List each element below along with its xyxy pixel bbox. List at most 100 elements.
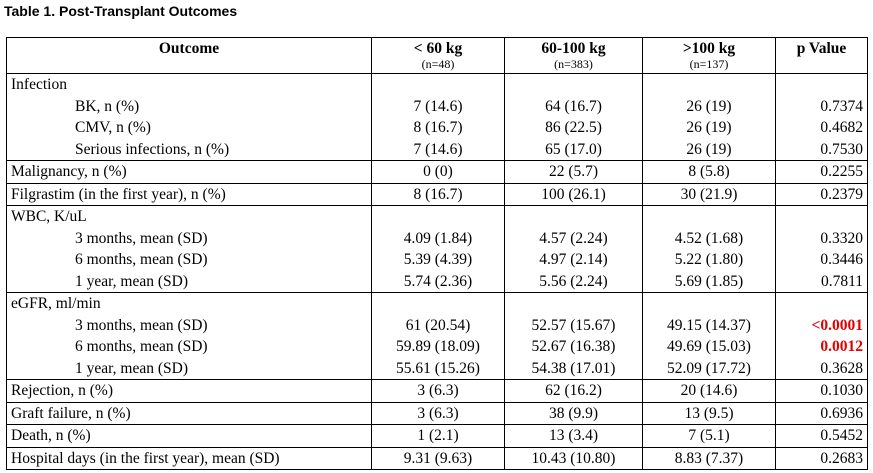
cell-over-100: 5.69 (1.85) [642, 270, 776, 293]
row-label: 3 months, mean (SD) [6, 314, 372, 336]
cell-under-60: 55.61 (15.26) [371, 357, 505, 380]
table-row: 6 months, mean (SD) 5.39 (4.39) 4.97 (2.… [6, 249, 868, 271]
cell-p-value: 0.1030 [775, 379, 868, 403]
header-under-60: < 60 kg (n=48) [371, 37, 505, 74]
row-label: Serious infections, n (%) [6, 138, 372, 161]
cell-under-60: 7 (14.6) [371, 138, 505, 161]
cell-60-100: 5.56 (2.24) [504, 270, 643, 293]
table-row: eGFR, ml/min [6, 292, 868, 315]
table-caption: Table 1. Post-Transplant Outcomes [4, 3, 238, 19]
row-label: Death, n (%) [6, 424, 372, 448]
cell-p-value: 0.3446 [775, 249, 868, 271]
cell-p-value: 0.6936 [775, 402, 868, 425]
cell-over-100: 30 (21.9) [642, 183, 776, 206]
cell-under-60: 9.31 (9.63) [371, 447, 505, 470]
cell-60-100: 10.43 (10.80) [504, 447, 643, 470]
cell-60-100: 52.67 (16.38) [504, 336, 643, 358]
cell-under-60: 0 (0) [371, 160, 505, 184]
row-label: WBC, K/uL [6, 205, 372, 228]
cell-p-value-significant: <0.0001 [775, 314, 868, 336]
cell-over-100: 49.15 (14.37) [642, 314, 776, 336]
header-p-value: p Value [775, 37, 868, 74]
cell-under-60: 8 (16.7) [371, 183, 505, 206]
cell-60-100: 64 (16.7) [504, 95, 643, 117]
table-row: 3 months, mean (SD) 61 (20.54) 52.57 (15… [6, 314, 868, 336]
row-label: eGFR, ml/min [6, 292, 372, 315]
cell-60-100: 13 (3.4) [504, 424, 643, 448]
cell-over-100: 7 (5.1) [642, 424, 776, 448]
cell-p-value: 0.7374 [775, 95, 868, 117]
cell-under-60: 8 (16.7) [371, 117, 505, 139]
table-row: Serious infections, n (%) 7 (14.6) 65 (1… [6, 138, 868, 161]
cell-p-value: 0.7530 [775, 138, 868, 161]
header-row: Outcome < 60 kg (n=48) 60-100 kg (n=383) >… [6, 37, 868, 74]
cell-60-100: 65 (17.0) [504, 138, 643, 161]
table-row: Rejection, n (%) 3 (6.3) 62 (16.2) 20 (1… [6, 379, 868, 403]
cell-60-100: 22 (5.7) [504, 160, 643, 184]
cell-p-value: 0.7811 [775, 270, 868, 293]
cell-over-100: 5.22 (1.80) [642, 249, 776, 271]
cell-p-value: 0.2379 [775, 183, 868, 206]
table-row: Hospital days (in the first year), mean … [6, 447, 868, 470]
header-over-100: >100 kg (n=137) [642, 37, 776, 74]
cell-60-100: 62 (16.2) [504, 379, 643, 403]
cell-under-60: 59.89 (18.09) [371, 336, 505, 358]
cell-over-100: 26 (19) [642, 117, 776, 139]
table-row: Infection [6, 73, 868, 96]
row-label: Infection [6, 73, 372, 96]
row-label: Malignancy, n (%) [6, 160, 372, 184]
row-label: BK, n (%) [6, 95, 372, 117]
cell-under-60: 4.09 (1.84) [371, 227, 505, 249]
table-row: BK, n (%) 7 (14.6) 64 (16.7) 26 (19) 0.7… [6, 95, 868, 117]
table-row: 6 months, mean (SD) 59.89 (18.09) 52.67 … [6, 336, 868, 358]
cell-over-100: 8.83 (7.37) [642, 447, 776, 470]
cell-p-value-significant: 0.0012 [775, 336, 868, 358]
cell-60-100: 54.38 (17.01) [504, 357, 643, 380]
row-label: 3 months, mean (SD) [6, 227, 372, 249]
cell-under-60: 1 (2.1) [371, 424, 505, 448]
cell-under-60: 3 (6.3) [371, 379, 505, 403]
cell-p-value: 0.3320 [775, 227, 868, 249]
table-row: Malignancy, n (%) 0 (0) 22 (5.7) 8 (5.8)… [6, 160, 868, 184]
cell-over-100: 20 (14.6) [642, 379, 776, 403]
header-60-100: 60-100 kg (n=383) [504, 37, 643, 74]
cell-over-100: 52.09 (17.72) [642, 357, 776, 380]
cell-over-100: 26 (19) [642, 95, 776, 117]
row-label: 6 months, mean (SD) [6, 336, 372, 358]
row-label: 6 months, mean (SD) [6, 249, 372, 271]
table-row: Death, n (%) 1 (2.1) 13 (3.4) 7 (5.1) 0.… [6, 424, 868, 448]
table-row: CMV, n (%) 8 (16.7) 86 (22.5) 26 (19) 0.… [6, 117, 868, 139]
cell-60-100: 38 (9.9) [504, 402, 643, 425]
row-label: 1 year, mean (SD) [6, 357, 372, 380]
cell-under-60: 7 (14.6) [371, 95, 505, 117]
row-label: 1 year, mean (SD) [6, 270, 372, 293]
cell-60-100: 4.97 (2.14) [504, 249, 643, 271]
row-label: Filgrastim (in the first year), n (%) [6, 183, 372, 206]
cell-60-100: 100 (26.1) [504, 183, 643, 206]
cell-over-100: 13 (9.5) [642, 402, 776, 425]
cell-under-60: 61 (20.54) [371, 314, 505, 336]
table-row: WBC, K/uL [6, 205, 868, 228]
cell-p-value: 0.5452 [775, 424, 868, 448]
table-row: 1 year, mean (SD) 5.74 (2.36) 5.56 (2.24… [6, 270, 868, 293]
row-label: Hospital days (in the first year), mean … [6, 447, 372, 470]
cell-p-value: 0.2255 [775, 160, 868, 184]
table-row: Filgrastim (in the first year), n (%) 8 … [6, 183, 868, 206]
cell-over-100: 49.69 (15.03) [642, 336, 776, 358]
cell-60-100: 4.57 (2.24) [504, 227, 643, 249]
cell-under-60: 5.39 (4.39) [371, 249, 505, 271]
row-label: Rejection, n (%) [6, 379, 372, 403]
table-row: 1 year, mean (SD) 55.61 (15.26) 54.38 (1… [6, 357, 868, 380]
header-under-60-n: (n=48) [421, 57, 455, 71]
cell-over-100: 8 (5.8) [642, 160, 776, 184]
table-row: 3 months, mean (SD) 4.09 (1.84) 4.57 (2.… [6, 227, 868, 249]
header-over-100-n: (n=137) [689, 57, 729, 71]
table-row: Graft failure, n (%) 3 (6.3) 38 (9.9) 13… [6, 402, 868, 425]
cell-p-value: 0.3628 [775, 357, 868, 380]
header-60-100-n: (n=383) [554, 57, 593, 71]
cell-under-60: 3 (6.3) [371, 402, 505, 425]
cell-under-60: 5.74 (2.36) [371, 270, 505, 293]
row-label: CMV, n (%) [6, 117, 372, 139]
cell-60-100: 86 (22.5) [504, 117, 643, 139]
cell-over-100: 26 (19) [642, 138, 776, 161]
